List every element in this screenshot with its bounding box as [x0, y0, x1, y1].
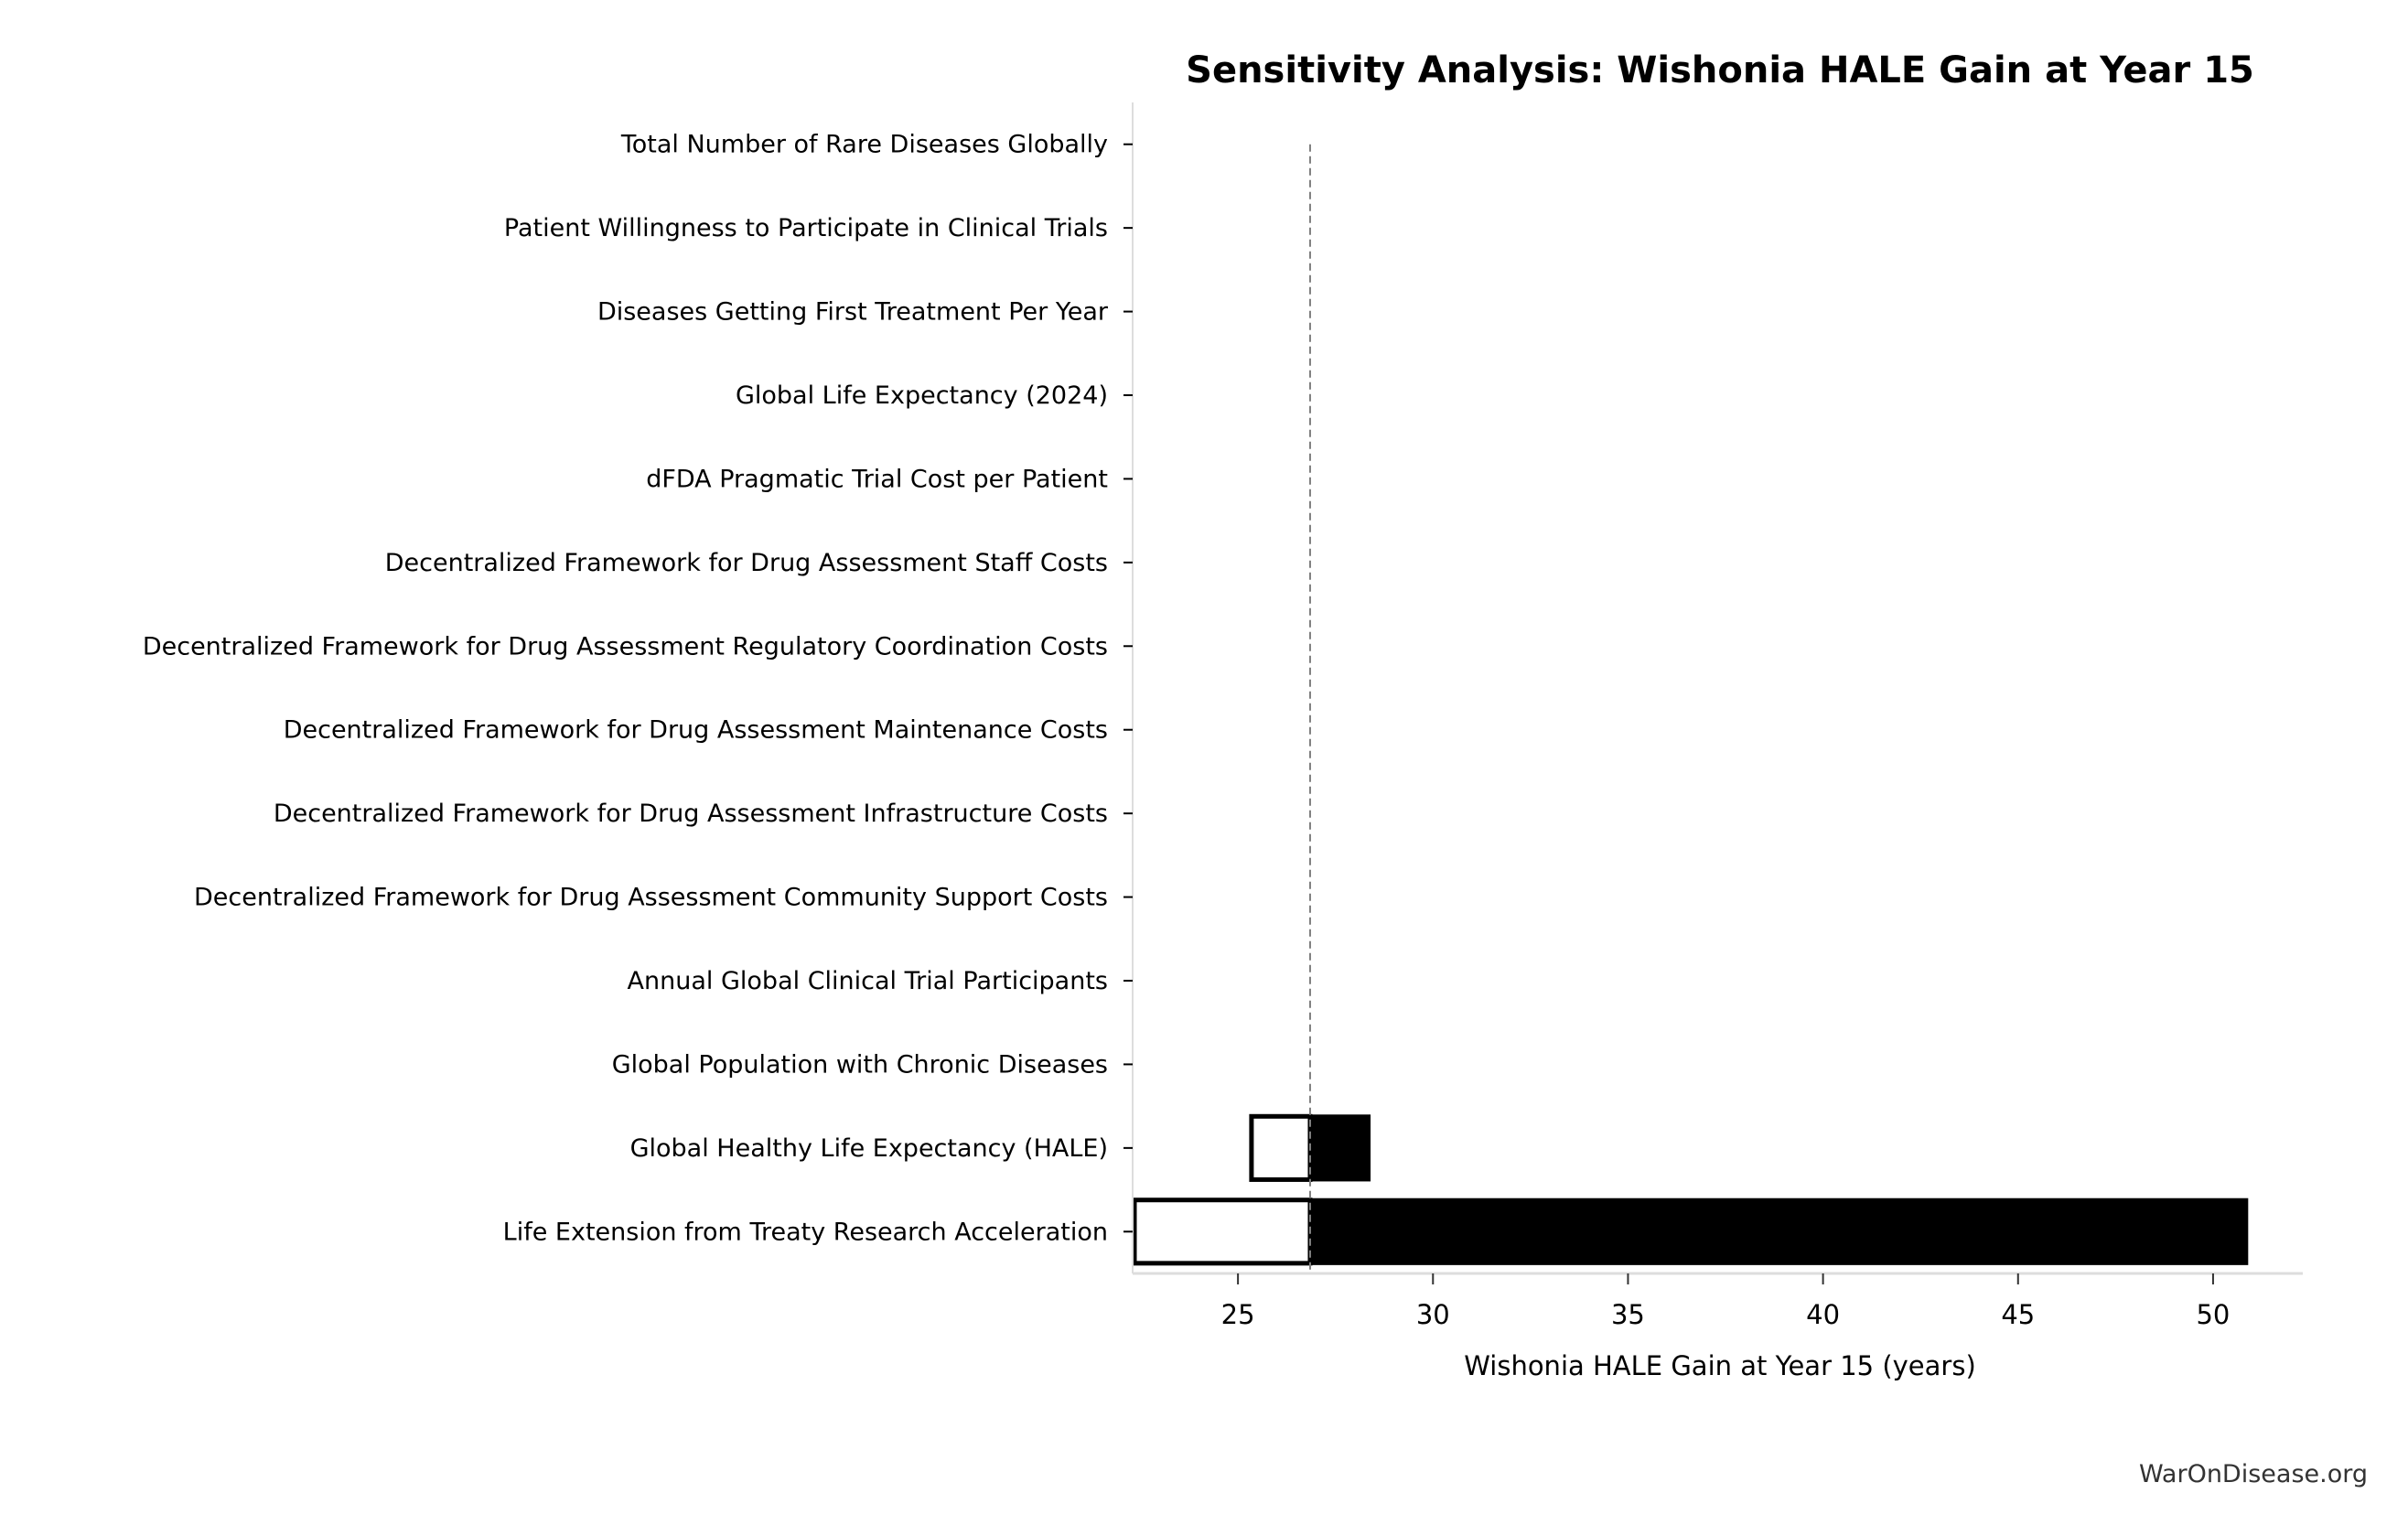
chart-title: Sensitivity Analysis: Wishonia HALE Gain… — [1186, 49, 2254, 91]
y-tick-label: Total Number of Rare Diseases Globally — [620, 131, 1108, 159]
y-tick-label: Global Healthy Life Expectancy (HALE) — [630, 1134, 1108, 1163]
x-tick-label: 40 — [1806, 1299, 1840, 1330]
x-tick-label: 25 — [1221, 1299, 1255, 1330]
y-tick-label: Life Extension from Treaty Research Acce… — [503, 1218, 1108, 1246]
bars-group — [1132, 1113, 2249, 1266]
bar-high — [1309, 1114, 1371, 1182]
x-axis: 25 30 35 40 45 50 — [1133, 1272, 2303, 1330]
y-tick-label: Patient Willingness to Participate in Cl… — [504, 214, 1108, 242]
bar-low — [1132, 1198, 1313, 1266]
y-tick-label: Decentralized Framework for Drug Assessm… — [284, 716, 1108, 745]
y-tick-label: Global Life Expectancy (2024) — [736, 381, 1108, 410]
y-tick-label: Decentralized Framework for Drug Assessm… — [143, 632, 1108, 661]
x-tick-label: 45 — [2001, 1299, 2035, 1330]
x-tick-label: 35 — [1611, 1299, 1645, 1330]
y-tick-label: dFDA Pragmatic Trial Cost per Patient — [646, 465, 1108, 493]
y-tick-label: Decentralized Framework for Drug Assessm… — [385, 549, 1108, 577]
watermark: WarOnDisease.org — [2139, 1460, 2368, 1488]
x-axis-label: Wishonia HALE Gain at Year 15 (years) — [1464, 1350, 1976, 1381]
y-tick-label: Decentralized Framework for Drug Assessm… — [194, 884, 1108, 912]
x-tick-label: 30 — [1416, 1299, 1450, 1330]
y-tick-label: Decentralized Framework for Drug Assessm… — [274, 800, 1108, 828]
y-tick-label: Annual Global Clinical Trial Participant… — [628, 967, 1108, 995]
x-tick-label: 50 — [2196, 1299, 2230, 1330]
y-tick-label: Global Population with Chronic Diseases — [612, 1050, 1108, 1079]
y-axis: Total Number of Rare Diseases Globally Pa… — [143, 102, 1134, 1273]
bar-low — [1249, 1113, 1313, 1182]
bar-high — [1309, 1198, 2249, 1265]
y-tick-label: Diseases Getting First Treatment Per Yea… — [597, 298, 1109, 327]
